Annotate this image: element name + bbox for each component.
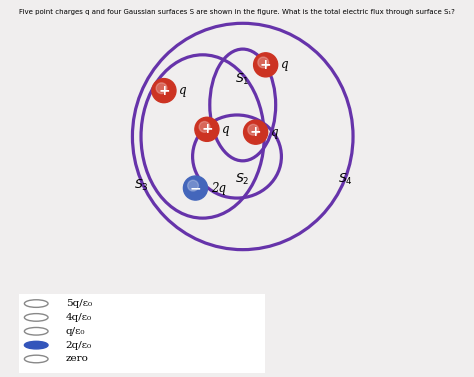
Circle shape (152, 78, 176, 103)
Circle shape (244, 120, 268, 144)
FancyBboxPatch shape (14, 293, 270, 375)
Circle shape (195, 117, 219, 141)
Text: $S_1$: $S_1$ (236, 72, 250, 87)
Text: $S_3$: $S_3$ (134, 178, 148, 193)
Circle shape (254, 53, 278, 77)
Text: +: + (250, 125, 262, 139)
Text: −: − (190, 181, 201, 195)
Circle shape (183, 176, 208, 200)
Text: Five point charges q and four Gaussian surfaces S are shown in the figure. What : Five point charges q and four Gaussian s… (19, 9, 455, 15)
Text: 2q/ε₀: 2q/ε₀ (66, 341, 92, 349)
Text: 4q/ε₀: 4q/ε₀ (66, 313, 92, 322)
Text: 5q/ε₀: 5q/ε₀ (66, 299, 92, 308)
Circle shape (258, 57, 269, 68)
Text: q: q (180, 84, 187, 97)
Text: zero: zero (66, 354, 89, 363)
Text: 2q: 2q (211, 182, 226, 195)
Text: q: q (281, 58, 289, 71)
Text: +: + (201, 122, 213, 136)
Text: +: + (158, 84, 170, 98)
Text: q: q (222, 123, 230, 136)
Text: +: + (260, 58, 272, 72)
Text: $S_4$: $S_4$ (338, 172, 353, 187)
Text: q/ε₀: q/ε₀ (66, 327, 85, 336)
Circle shape (248, 124, 259, 135)
Circle shape (188, 180, 199, 191)
Circle shape (156, 83, 167, 93)
Circle shape (24, 341, 48, 349)
Text: $S_2$: $S_2$ (236, 172, 250, 187)
Text: q: q (271, 126, 279, 139)
Circle shape (199, 121, 210, 132)
